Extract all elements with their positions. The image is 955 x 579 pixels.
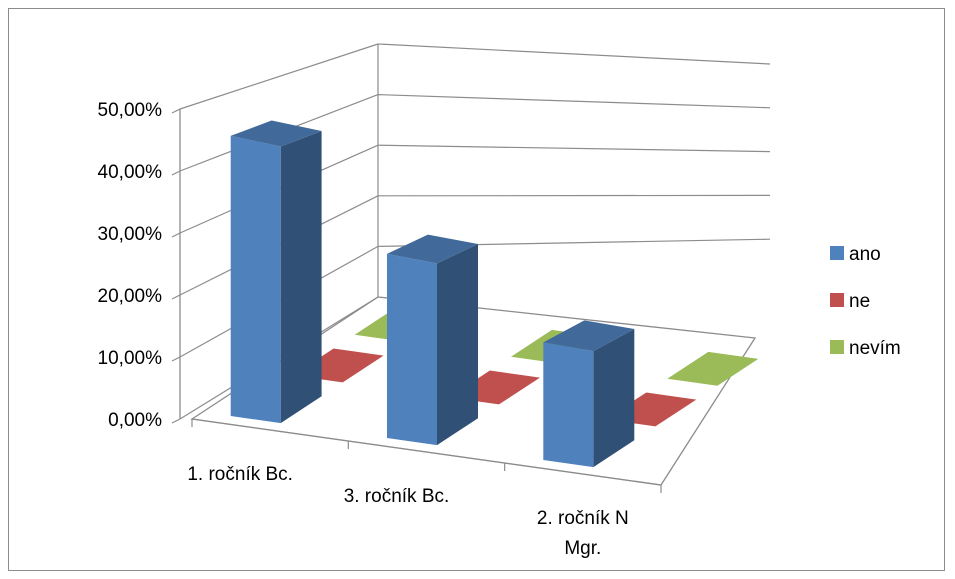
legend: ano ne nevím [830,244,901,359]
y-tick-label: 30,00% [98,224,163,245]
y-tick-mark [171,418,181,424]
y-tick-mark [171,108,181,114]
legend-swatch [830,293,844,307]
x-tick-label: 2. ročník N Mgr. [537,508,629,559]
chart-marks [230,120,759,468]
x-tick-label: 1. ročník Bc. [187,464,293,485]
x-tick-label: 3. ročník Bc. [344,486,450,507]
y-tick-label: 0,00% [108,410,162,431]
legend-label: ne [849,291,870,312]
legend-swatch [830,340,844,354]
bar-ano-3 [543,320,635,468]
gridline [377,144,771,153]
bar-nevím-3 [667,351,759,386]
legend-item-ne: ne [830,291,870,312]
gridline [377,43,771,65]
bar-ano-2 [387,234,478,446]
category-labels: 1. ročník Bc. 3. ročník Bc. 2. ročník N Mgr… [187,418,662,559]
legend-label: nevím [849,338,901,359]
bar-ano-1 [230,120,322,424]
y-tick-mark [171,232,181,238]
y-tick-label: 10,00% [98,348,163,369]
y-tick-label: 40,00% [98,162,163,183]
y-tick-label: 50,00% [98,100,163,121]
side-gridline [179,43,379,110]
legend-swatch [830,246,844,260]
x-axis-line [191,418,662,486]
y-tick-mark [171,356,181,362]
legend-item-ano: ano [830,244,881,265]
y-tick-label: 20,00% [98,286,163,307]
gridline [377,94,771,109]
legend-item-nevím: nevím [830,338,901,359]
y-tick-mark [171,294,181,300]
legend-label: ano [849,244,881,265]
y-axis: 0,00% 10,00% 20,00% 30,00% 40,00% 50,00% [98,43,379,431]
y-tick-mark [171,170,181,176]
